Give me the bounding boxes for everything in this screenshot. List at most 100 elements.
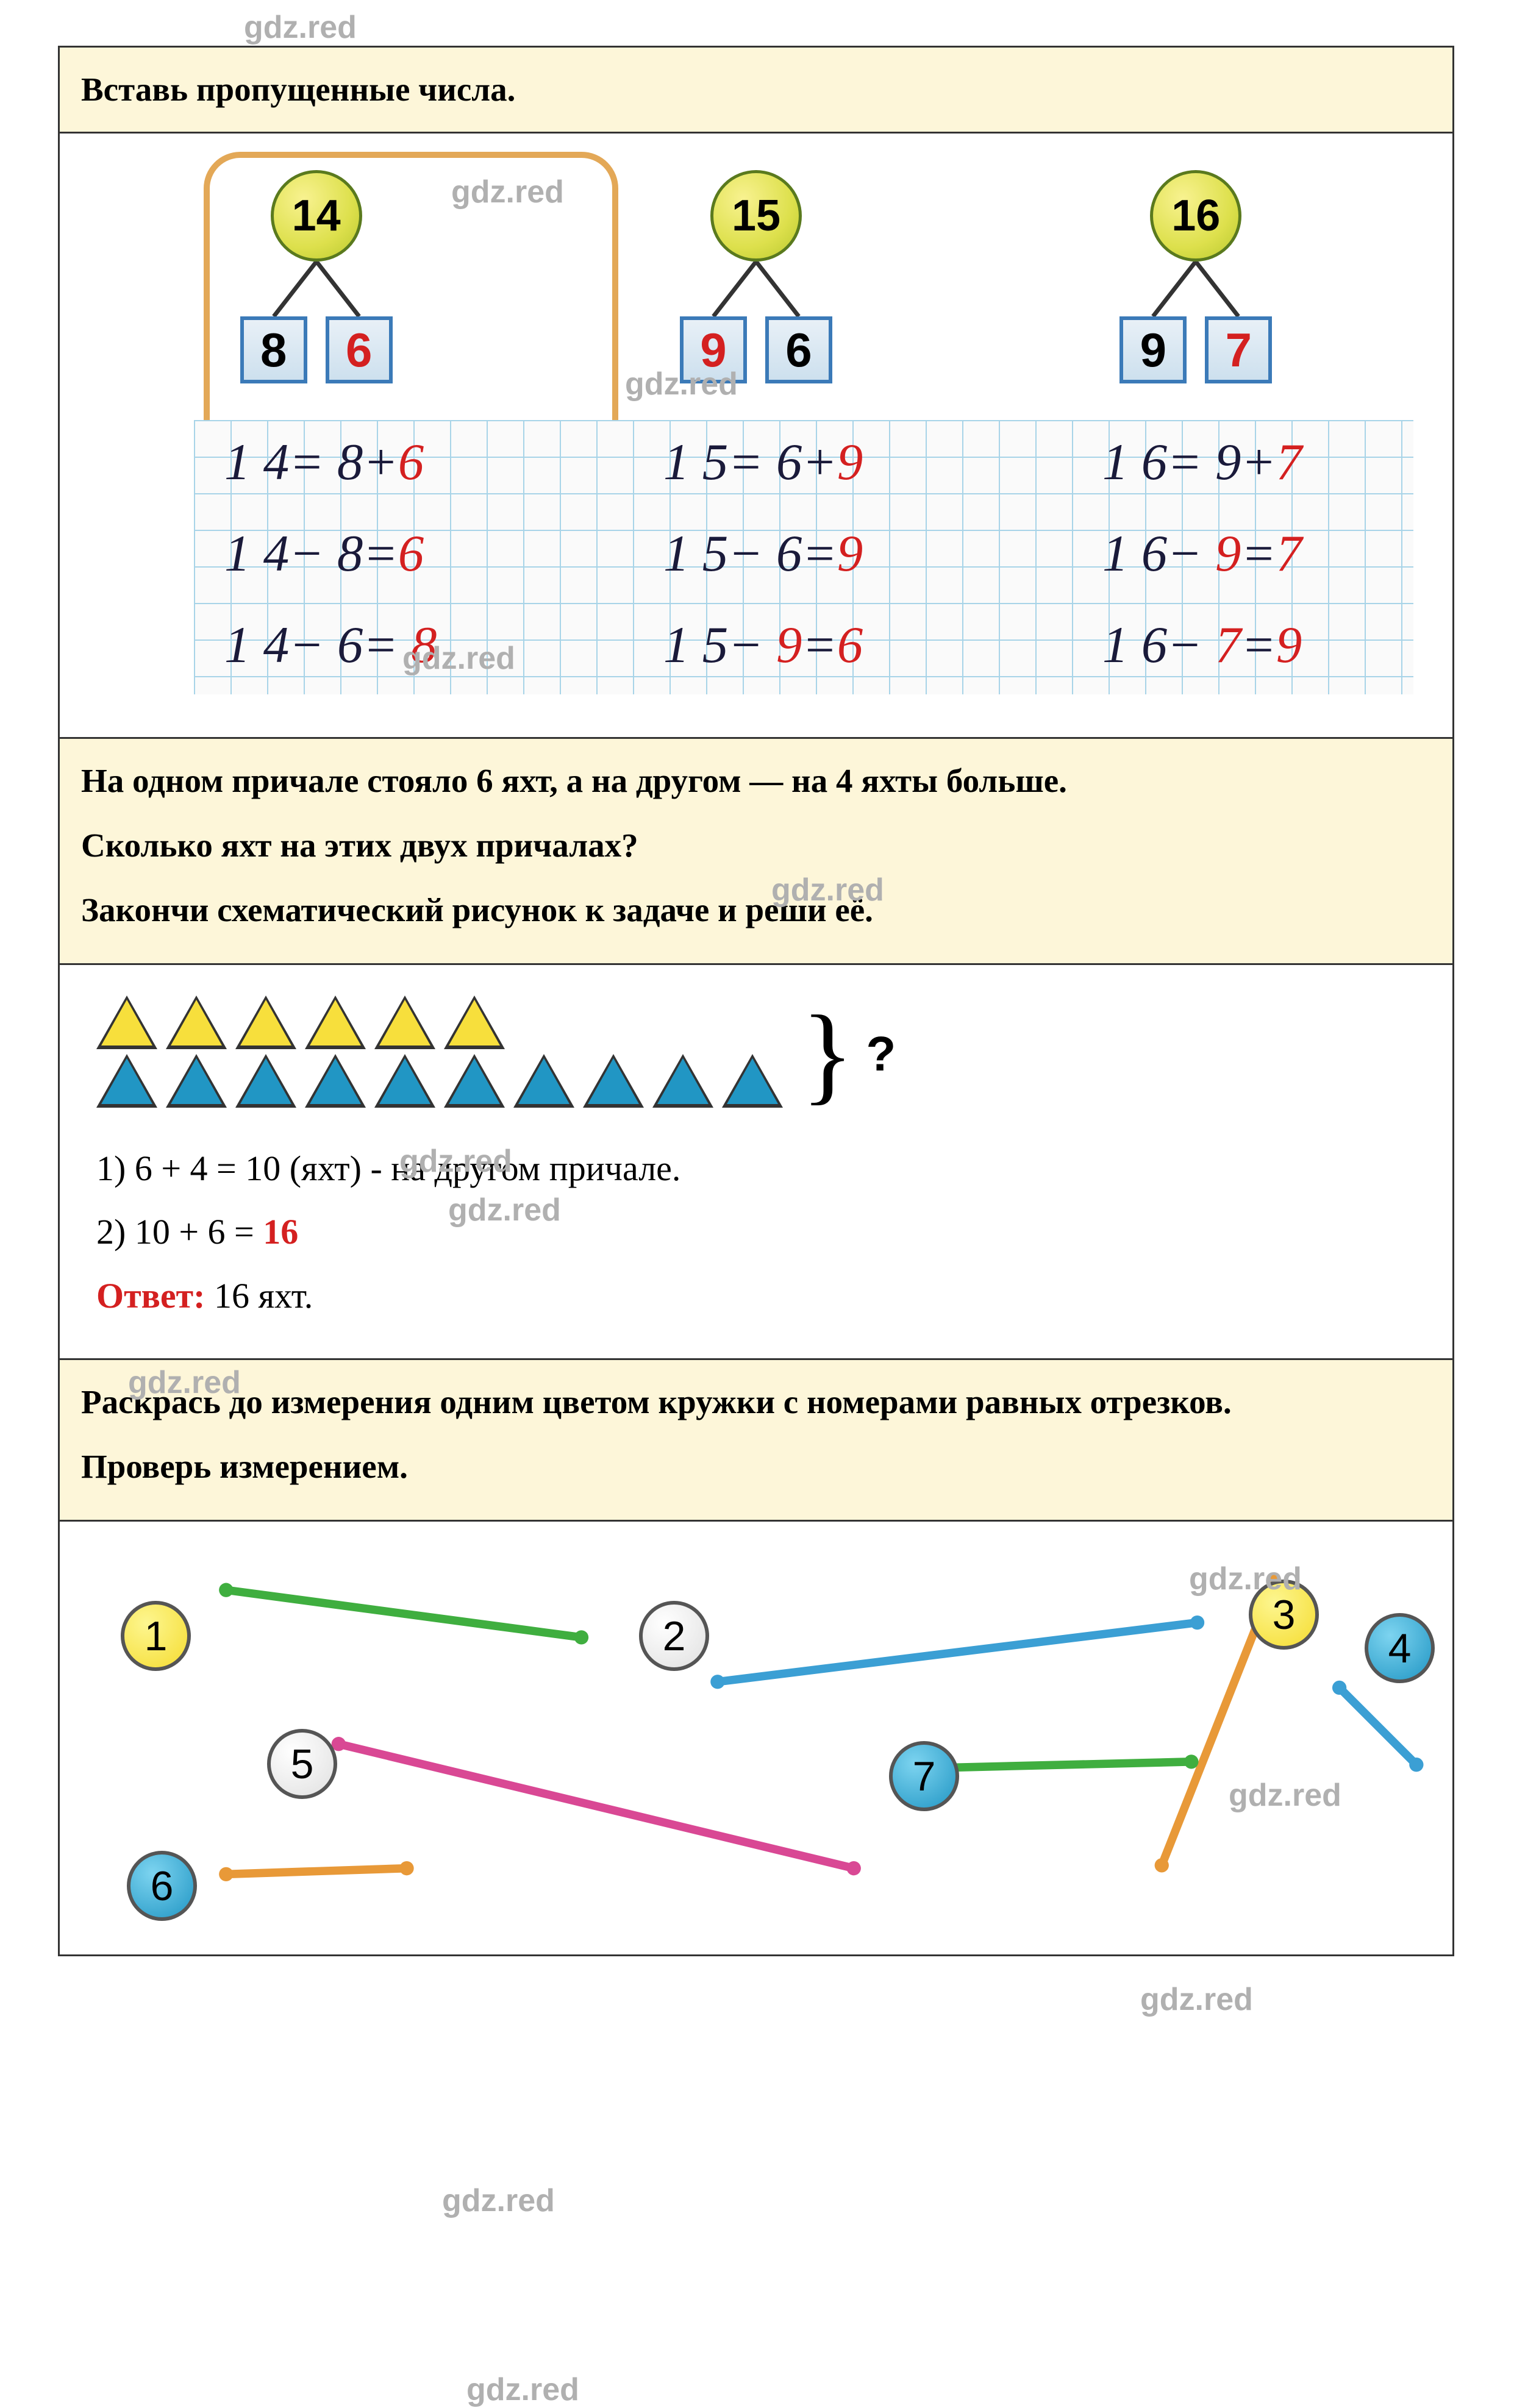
equation-cell: 1 6= 9+7 — [1102, 432, 1444, 492]
equation-cell: 1 4− 8=6 — [224, 524, 566, 583]
section2-body: } ? 1) 6 + 4 = 10 (яхт) - на другом прич… — [60, 965, 1452, 1360]
blue-triangle-icon — [166, 1054, 227, 1108]
line-segment — [1340, 1688, 1416, 1765]
equation-row: 1 4− 8=6 1 5− 6=9 1 6− 9=7 — [224, 524, 1444, 583]
line-segment — [949, 1762, 1191, 1768]
solution-answer-number: 16 — [263, 1212, 298, 1252]
number-split-group: 1596 — [680, 170, 832, 383]
segment-endpoint — [1409, 1758, 1423, 1772]
header-line: Закончи схематический рисунок к задаче и… — [81, 883, 1431, 937]
segment-number-circle: 5 — [267, 1729, 337, 1799]
split-top-circle: 15 — [710, 170, 802, 262]
segment-endpoint — [1155, 1858, 1169, 1872]
number-box: 9 — [680, 316, 747, 383]
split-connector-lines — [243, 262, 390, 316]
main-container: Вставь пропущенные числа. 148615961697 1… — [58, 46, 1454, 1956]
triangles-area: } ? — [78, 983, 1434, 1125]
blue-triangle-icon — [722, 1054, 783, 1108]
blue-triangle-icon — [652, 1054, 713, 1108]
watermark: gdz.red — [1140, 1981, 1253, 2018]
watermark: gdz.red — [466, 2371, 579, 2408]
number-box: 7 — [1205, 316, 1272, 383]
segment-endpoint — [574, 1630, 588, 1644]
split-box-row: 97 — [1119, 316, 1272, 383]
segment-endpoint — [399, 1861, 413, 1875]
number-box: 6 — [326, 316, 393, 383]
equation-row: 1 4= 8+6 1 5= 6+9 1 6= 9+7 — [224, 432, 1444, 492]
segment-endpoint — [847, 1861, 861, 1875]
header-line: Сколько яхт на этих двух причалах? — [81, 819, 1431, 872]
section2-header: На одном причале стояло 6 яхт, а на друг… — [60, 739, 1452, 965]
equation-grid: 1 4= 8+61 5= 6+91 6= 9+71 4− 8=61 5− 6=9… — [194, 420, 1413, 694]
section1-title: Вставь пропущенные числа. — [81, 71, 515, 108]
section1-header: Вставь пропущенные числа. — [60, 48, 1452, 134]
number-split-group: 1697 — [1119, 170, 1272, 383]
split-top-circle: 16 — [1150, 170, 1241, 262]
yellow-triangle-icon — [374, 996, 435, 1049]
solution-text: 1) 6 + 4 = 10 (яхт) - на другом причале.… — [78, 1125, 1434, 1340]
split-box-row: 96 — [680, 316, 832, 383]
blue-triangle-row — [96, 1054, 783, 1108]
question-mark: ? — [866, 1026, 896, 1082]
split-connector-lines — [683, 262, 829, 316]
segment-number-circle: 4 — [1365, 1613, 1435, 1683]
solution-answer-line: Ответ: 16 яхт. — [96, 1264, 1416, 1328]
number-box: 8 — [240, 316, 307, 383]
yellow-triangle-row — [96, 996, 783, 1049]
solution-line-2: 2) 10 + 6 = 16 — [96, 1200, 1416, 1264]
split-area: 148615961697 — [78, 146, 1434, 402]
segment-number-circle: 2 — [639, 1601, 709, 1671]
header-line: Проверь измерением. — [81, 1440, 1431, 1494]
section3-header: Раскрась до измерения одним цветом кружк… — [60, 1360, 1452, 1522]
split-box-row: 86 — [240, 316, 393, 383]
blue-triangle-icon — [583, 1054, 644, 1108]
line-segment — [718, 1623, 1198, 1682]
segment-endpoint — [1184, 1754, 1198, 1769]
equation-cell: 1 5− 9=6 — [663, 615, 1005, 675]
number-split-group: 14 86 — [240, 170, 393, 383]
yellow-triangle-icon — [166, 996, 227, 1049]
segment-endpoint — [219, 1583, 233, 1597]
equation-cell: 1 4= 8+6 — [224, 432, 566, 492]
equation-cell: 1 5= 6+9 — [663, 432, 1005, 492]
segment-number-circle: 6 — [127, 1851, 197, 1921]
blue-triangle-icon — [305, 1054, 366, 1108]
equation-cell: 1 5− 6=9 — [663, 524, 1005, 583]
split-top-circle: 14 — [271, 170, 362, 262]
yellow-triangle-icon — [96, 996, 157, 1049]
section1-body: 148615961697 1 4= 8+61 5= 6+91 6= 9+71 4… — [60, 134, 1452, 739]
segment-endpoint — [219, 1867, 233, 1881]
line-segment — [226, 1868, 407, 1875]
segment-number-circle: 7 — [889, 1741, 959, 1811]
segment-endpoint — [710, 1675, 724, 1689]
answer-text: 16 яхт. — [205, 1276, 313, 1316]
number-box: 6 — [765, 316, 832, 383]
equation-cell: 1 4− 6= 8 — [224, 615, 566, 675]
blue-triangle-icon — [235, 1054, 296, 1108]
equation-cell: 1 6− 7=9 — [1102, 615, 1444, 675]
yellow-triangle-icon — [444, 996, 505, 1049]
section3-body: 1234567 — [60, 1522, 1452, 1954]
solution-line-1: 1) 6 + 4 = 10 (яхт) - на другом причале. — [96, 1137, 1416, 1200]
blue-triangle-icon — [513, 1054, 574, 1108]
curly-bracket-icon: } — [801, 1005, 854, 1103]
segment-endpoint — [1190, 1615, 1204, 1630]
header-line: На одном причале стояло 6 яхт, а на друг… — [81, 754, 1431, 808]
line-segment — [226, 1590, 582, 1637]
yellow-triangle-icon — [305, 996, 366, 1049]
segment-endpoint — [1332, 1681, 1346, 1695]
blue-triangle-icon — [444, 1054, 505, 1108]
segment-number-circle: 1 — [121, 1601, 191, 1671]
blue-triangle-icon — [96, 1054, 157, 1108]
line-segment — [338, 1744, 854, 1868]
segment-number-circle: 3 — [1249, 1580, 1319, 1650]
equation-row: 1 4− 6= 8 1 5− 9=6 1 6− 7=9 — [224, 615, 1444, 675]
answer-label: Ответ: — [96, 1276, 205, 1316]
number-box: 9 — [1119, 316, 1187, 383]
watermark: gdz.red — [244, 9, 357, 46]
segments-area: 1234567 — [78, 1540, 1434, 1936]
equation-cell: 1 6− 9=7 — [1102, 524, 1444, 583]
yellow-triangle-icon — [235, 996, 296, 1049]
split-connector-lines — [1123, 262, 1269, 316]
header-line: Раскрась до измерения одним цветом кружк… — [81, 1375, 1431, 1429]
